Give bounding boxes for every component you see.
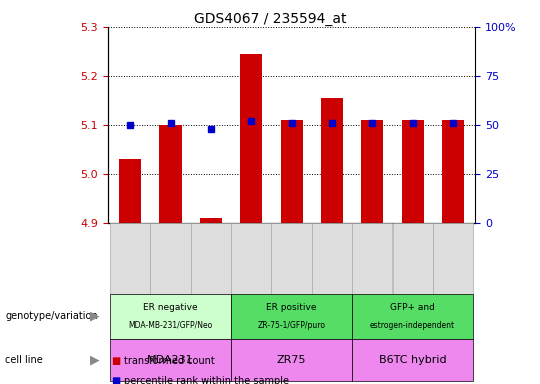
Text: ■: ■ [111, 356, 120, 366]
Text: ■: ■ [111, 376, 120, 384]
Text: ZR-75-1/GFP/puro: ZR-75-1/GFP/puro [258, 321, 326, 329]
Text: cell line: cell line [5, 355, 43, 365]
Bar [352, 339, 473, 381]
Text: GFP+ and: GFP+ and [390, 303, 435, 312]
Bar [272, 223, 312, 294]
Text: ▶: ▶ [90, 353, 100, 366]
Text: ZR75: ZR75 [277, 355, 306, 365]
Bar [159, 125, 181, 223]
Text: genotype/variation: genotype/variation [5, 311, 98, 321]
Text: ▶: ▶ [90, 310, 100, 323]
Bar [280, 120, 303, 223]
Bar [240, 54, 262, 223]
Text: transformed count: transformed count [124, 356, 215, 366]
Bar [231, 294, 352, 339]
Bar [352, 223, 393, 294]
Bar [110, 223, 150, 294]
Bar [191, 223, 231, 294]
Bar [151, 223, 191, 294]
Text: B6TC hybrid: B6TC hybrid [379, 355, 447, 365]
Bar [110, 339, 231, 381]
Text: ER positive: ER positive [266, 303, 317, 312]
Text: ER negative: ER negative [143, 303, 198, 312]
Bar [312, 223, 352, 294]
Text: GDS4067 / 235594_at: GDS4067 / 235594_at [194, 12, 346, 25]
Text: estrogen-independent: estrogen-independent [370, 321, 455, 329]
Bar [231, 223, 272, 294]
Bar [393, 223, 433, 294]
Text: MDA231: MDA231 [147, 355, 194, 365]
Bar [231, 339, 352, 381]
Bar [119, 159, 141, 223]
Text: percentile rank within the sample: percentile rank within the sample [124, 376, 289, 384]
Bar [110, 294, 231, 339]
Bar [321, 98, 343, 223]
Bar [433, 223, 473, 294]
Text: MDA-MB-231/GFP/Neo: MDA-MB-231/GFP/Neo [129, 321, 213, 329]
Bar [442, 120, 464, 223]
Bar [402, 120, 424, 223]
Bar [352, 294, 473, 339]
Bar [200, 218, 222, 223]
Bar [361, 120, 383, 223]
